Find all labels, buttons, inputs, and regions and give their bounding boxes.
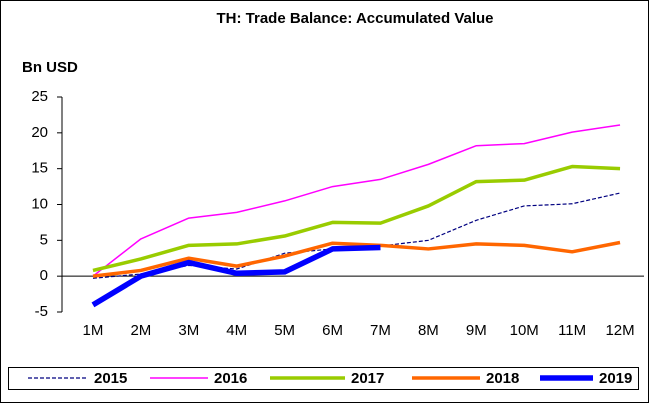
y-tick-label: 10 xyxy=(31,195,48,212)
x-tick-label: 12M xyxy=(605,322,634,339)
legend-label: 2016 xyxy=(214,370,247,387)
series-line xyxy=(92,164,621,273)
x-tick-label: 1M xyxy=(83,322,104,339)
series-line xyxy=(92,124,621,277)
x-tick-label: 7M xyxy=(370,322,391,339)
y-tick-label: 5 xyxy=(40,231,48,248)
legend-box xyxy=(8,367,639,390)
series-line xyxy=(91,244,381,308)
x-tick-label: 6M xyxy=(322,322,343,339)
y-axis-label: Bn USD xyxy=(22,59,78,76)
y-tick-label: 15 xyxy=(31,160,48,177)
y-tick-label: -5 xyxy=(35,303,48,320)
legend-label: 2017 xyxy=(351,370,384,387)
x-tick-label: 10M xyxy=(510,322,539,339)
y-tick-label: 20 xyxy=(31,124,48,141)
x-tick-label: 9M xyxy=(466,322,487,339)
y-tick-label: 25 xyxy=(31,88,48,105)
series-line xyxy=(92,240,621,278)
chart-title: TH: Trade Balance: Accumulated Value xyxy=(216,10,493,27)
x-tick-label: 5M xyxy=(274,322,295,339)
legend-label: 2019 xyxy=(599,370,632,387)
legend-label: 2018 xyxy=(486,370,519,387)
x-tick-label: 3M xyxy=(178,322,199,339)
x-tick-label: 2M xyxy=(130,322,151,339)
x-tick-label: 4M xyxy=(226,322,247,339)
x-tick-label: 11M xyxy=(558,322,586,339)
y-tick-label: 0 xyxy=(40,267,48,284)
x-tick-label: 8M xyxy=(418,322,439,339)
legend-label: 2015 xyxy=(94,370,127,387)
